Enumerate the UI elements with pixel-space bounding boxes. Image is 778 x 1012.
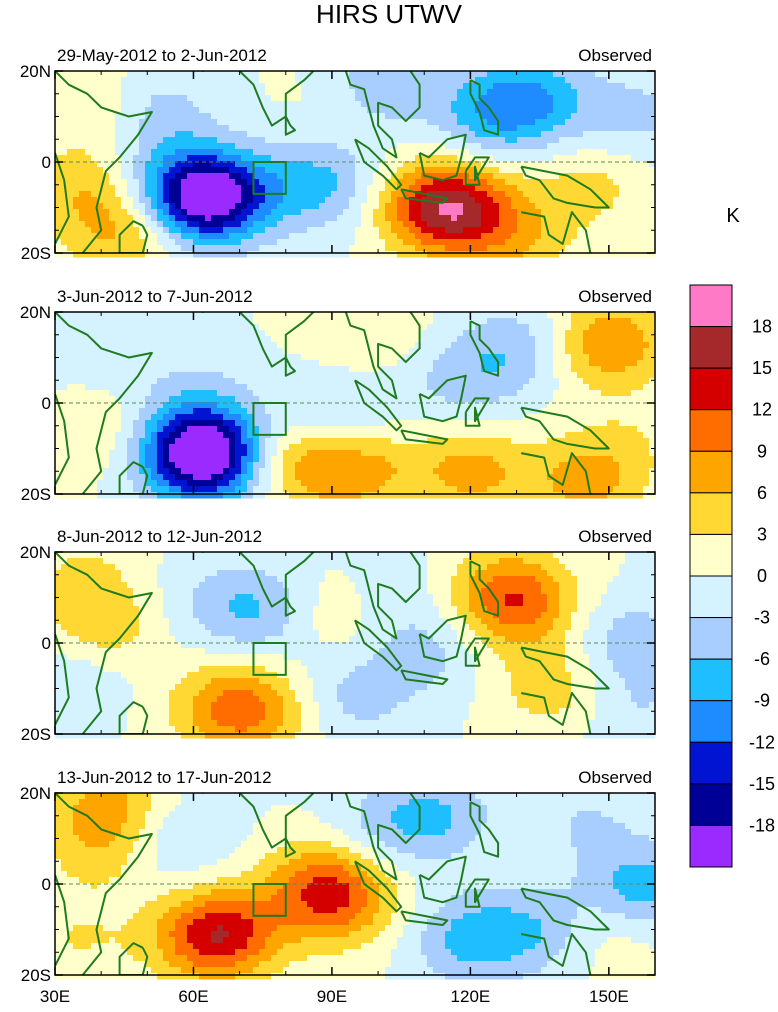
colorbar-swatch	[689, 409, 733, 452]
colorbar: 18 15 12 9 6 3 0 -3 -6 -9 -12 -15 -18	[689, 284, 775, 868]
colorbar-tick-label: -18	[749, 815, 775, 835]
lon-tick-label: 120E	[451, 987, 491, 1006]
coastlines	[55, 312, 610, 494]
panel-date-label: 3-Jun-2012 to 7-Jun-2012	[57, 287, 253, 306]
lat-tick-label: 0	[42, 153, 51, 172]
colorbar-tick-label: 0	[757, 566, 767, 586]
map-panel: 20N 0 20S 13-Jun-2012 to 17-Jun-2012 Observe…	[20, 768, 656, 985]
coastlines	[55, 793, 610, 975]
panel-type-label: Observed	[578, 768, 652, 787]
map-panel: 20N 0 20S 8-Jun-2012 to 12-Jun-2012 Observed	[20, 527, 656, 744]
lat-tick-label: 20S	[21, 966, 51, 985]
lat-tick-label: 20N	[20, 784, 51, 803]
panel-date-label: 13-Jun-2012 to 17-Jun-2012	[57, 768, 272, 787]
coastlines	[55, 71, 610, 253]
colorbar-tick-label: -3	[754, 608, 770, 628]
panel-type-label: Observed	[578, 527, 652, 546]
lat-tick-label: 0	[42, 875, 51, 894]
colorbar-tick-label: -9	[754, 691, 770, 711]
colorbar-swatch	[689, 326, 733, 369]
coastlines	[55, 552, 610, 734]
panel-type-label: Observed	[578, 287, 652, 306]
lat-tick-label: 0	[42, 394, 51, 413]
colorbar-swatch	[689, 617, 733, 660]
units-label: K	[726, 205, 740, 227]
colorbar-tick-label: 6	[757, 483, 767, 503]
colorbar-tick-label: 9	[757, 441, 767, 461]
colorbar-tick-label: 3	[757, 524, 767, 544]
colorbar-tick-label: 18	[752, 317, 772, 337]
colorbar-swatch	[689, 658, 733, 702]
panel-date-label: 29-May-2012 to 2-Jun-2012	[57, 46, 267, 65]
lat-tick-label: 20N	[20, 543, 51, 562]
study-region-box	[252, 642, 287, 676]
colorbar-swatch	[689, 700, 733, 743]
map-panel: 20N 0 20S 3-Jun-2012 to 7-Jun-2012 Observed	[20, 287, 656, 504]
colorbar-swatch	[689, 783, 733, 826]
lon-tick-label: 150E	[589, 987, 629, 1006]
lat-tick-label: 20N	[20, 303, 51, 322]
lat-tick-label: 20N	[20, 62, 51, 81]
lon-tick-label: 60E	[178, 987, 208, 1006]
anomaly-field	[55, 793, 656, 980]
map-panel: 20N 0 20S 29-May-2012 to 2-Jun-2012 Observed	[20, 46, 656, 263]
lat-tick-label: 20S	[21, 485, 51, 504]
lat-tick-label: 0	[42, 634, 51, 653]
colorbar-swatch	[689, 533, 733, 577]
anomaly-field	[55, 312, 656, 499]
panel-date-label: 8-Jun-2012 to 12-Jun-2012	[57, 527, 262, 546]
colorbar-tick-label: -6	[754, 649, 770, 669]
panel-type-label: Observed	[578, 46, 652, 65]
lat-tick-label: 20S	[21, 725, 51, 744]
lon-tick-label: 90E	[317, 987, 347, 1006]
colorbar-swatch	[689, 450, 733, 494]
anomaly-field	[55, 552, 656, 739]
lon-tick-label: 30E	[40, 987, 70, 1006]
colorbar-tick-label: 12	[752, 400, 772, 420]
study-region-box	[252, 161, 287, 195]
colorbar-swatch	[689, 284, 733, 328]
colorbar-tick-label: -12	[749, 732, 775, 752]
colorbar-swatch	[689, 824, 733, 868]
colorbar-swatch	[689, 367, 733, 411]
colorbar-tick-label: 15	[752, 358, 772, 378]
lat-tick-label: 20S	[21, 244, 51, 263]
study-region-box	[252, 883, 287, 917]
colorbar-swatch	[689, 741, 733, 785]
study-region-box	[252, 402, 287, 436]
map-panels: 20N 0 20S 29-May-2012 to 2-Jun-2012 Observed…	[20, 46, 656, 1006]
figure-title: HIRS UTWV	[316, 0, 463, 29]
colorbar-swatch	[689, 575, 733, 619]
colorbar-swatch	[689, 492, 733, 535]
colorbar-tick-label: -15	[749, 774, 775, 794]
